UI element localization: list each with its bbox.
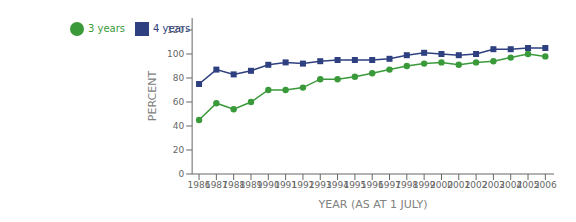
svg-text:0: 0 — [178, 169, 184, 179]
svg-text:2006: 2006 — [534, 180, 557, 190]
svg-text:80: 80 — [173, 73, 185, 83]
svg-text:120: 120 — [167, 25, 184, 35]
svg-text:20: 20 — [173, 145, 185, 155]
svg-text:PERCENT: PERCENT — [146, 71, 159, 122]
svg-text:60: 60 — [173, 97, 185, 107]
svg-text:YEAR (AS AT 1 JULY): YEAR (AS AT 1 JULY) — [318, 198, 428, 211]
svg-text:100: 100 — [167, 49, 184, 59]
svg-text:40: 40 — [173, 121, 185, 131]
